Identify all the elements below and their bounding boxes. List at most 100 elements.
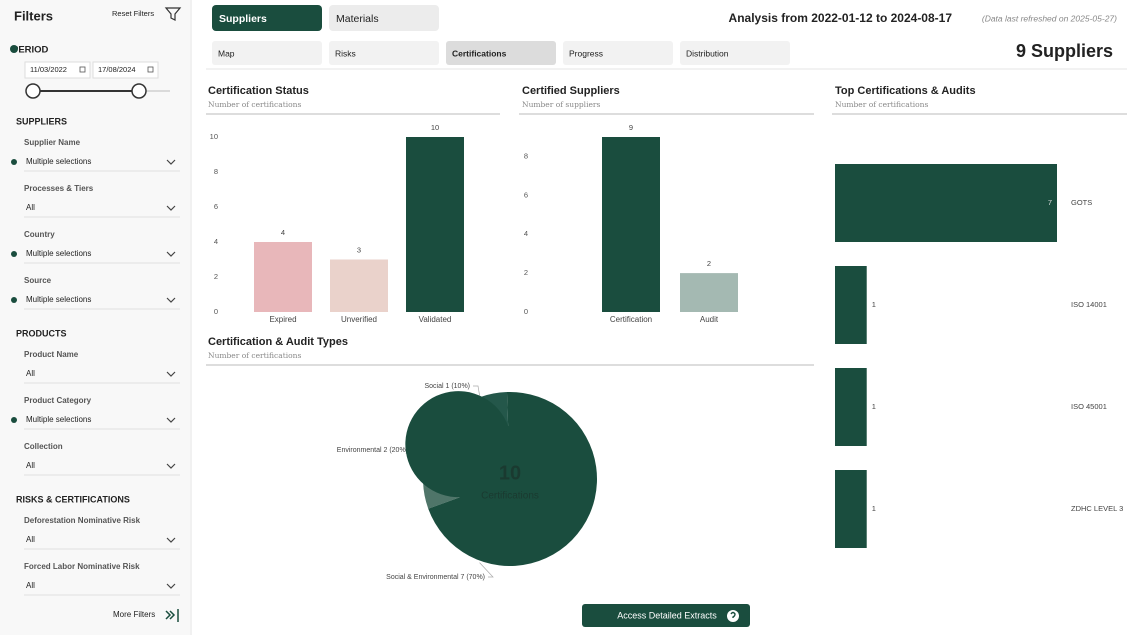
filter-value[interactable]: All (26, 203, 35, 212)
tab-label[interactable]: Suppliers (219, 13, 267, 25)
date-from-box[interactable] (24, 61, 91, 79)
y-tick-label: 2 (214, 272, 218, 281)
y-tick-label: 8 (524, 151, 528, 160)
value-label: 3 (357, 245, 361, 254)
chart-title: Certification Status (208, 85, 309, 97)
value-label: 1 (872, 504, 876, 513)
bar (330, 259, 388, 312)
tab-label[interactable]: Materials (336, 13, 379, 25)
leader-line (473, 385, 480, 396)
x-tick-label: Expired (269, 315, 296, 324)
filter-value[interactable]: Multiple selections (26, 157, 91, 166)
subtab[interactable] (446, 41, 556, 65)
bar (835, 266, 867, 344)
x-tick-label: Certification (610, 315, 652, 324)
bar (602, 137, 660, 312)
section-title: SUPPLIERS (16, 116, 67, 126)
dropdown-chevron[interactable] (166, 251, 176, 257)
slice-category: Social & Environmental (386, 574, 459, 581)
y-tick-label: ZDHC LEVEL 3 (1071, 504, 1123, 513)
slice-value: 1 (10%) (445, 383, 470, 390)
filter-label: Processes & Tiers (24, 184, 94, 193)
subtab[interactable] (329, 41, 439, 65)
filter-value[interactable]: All (26, 369, 35, 378)
filter-label: Supplier Name (24, 138, 81, 147)
y-tick-label: 4 (214, 237, 218, 246)
dropdown-chevron[interactable] (166, 537, 176, 543)
date-from[interactable]: 11/03/2022 (30, 65, 67, 74)
selection-dot (11, 159, 17, 165)
filter-value[interactable]: Multiple selections (26, 415, 91, 424)
slider-handle[interactable] (131, 83, 147, 99)
subtab[interactable] (680, 41, 790, 65)
filter-value[interactable]: Multiple selections (26, 295, 91, 304)
date-to[interactable]: 17/08/2024 (98, 65, 136, 74)
y-tick-label: GOTS (1071, 198, 1092, 207)
extract-button-label[interactable]: Access Detailed Extracts (617, 610, 717, 620)
more-filters[interactable]: More Filters (113, 610, 155, 619)
analysis-range: Analysis from 2022-01-12 to 2024-08-17 (729, 11, 953, 25)
subtab[interactable] (212, 41, 322, 65)
calendar-icon[interactable] (79, 66, 86, 73)
help-icon[interactable] (727, 610, 739, 622)
dropdown-chevron[interactable] (166, 205, 176, 211)
value-label: 9 (629, 123, 633, 132)
bar (680, 273, 738, 312)
bar (835, 470, 867, 548)
filter-value[interactable]: All (26, 461, 35, 470)
subtab-label[interactable]: Map (218, 48, 235, 58)
filter-label: Forced Labor Nominative Risk (24, 562, 140, 571)
slice-category: Social (424, 383, 444, 390)
chart-subtitle: Number of certifications (208, 100, 301, 109)
y-tick-label: 6 (524, 190, 528, 199)
value-label: 4 (281, 228, 285, 237)
chart-title: Top Certifications & Audits (835, 85, 976, 97)
slice-label: Environmental 2 (20%) (337, 447, 408, 454)
filters-title: Filters (14, 8, 53, 23)
help-icon-mark[interactable] (730, 611, 736, 619)
tab[interactable] (329, 5, 439, 31)
dropdown-chevron[interactable] (166, 583, 176, 589)
chart-title: Certification & Audit Types (208, 336, 348, 348)
filter-value[interactable]: Multiple selections (26, 249, 91, 258)
calendar-icon[interactable] (147, 66, 154, 73)
more-filters-icon[interactable] (165, 609, 179, 622)
dropdown-chevron[interactable] (166, 159, 176, 165)
chart-subtitle: Number of certifications (208, 351, 301, 360)
dropdown-chevron[interactable] (166, 297, 176, 303)
y-tick-label: 2 (524, 268, 528, 277)
selection-dot (11, 297, 17, 303)
y-tick-label: 8 (214, 167, 218, 176)
subtab-label[interactable]: Progress (569, 48, 603, 58)
y-tick-label: 4 (524, 229, 528, 238)
supplier-count: 9 Suppliers (1016, 41, 1113, 61)
leader-line (479, 562, 494, 578)
filter-value[interactable]: All (26, 535, 35, 544)
date-to-box[interactable] (92, 61, 159, 79)
filter-label: Product Category (24, 396, 92, 405)
y-tick-label: 6 (214, 202, 218, 211)
value-label: 2 (707, 259, 711, 268)
selection-dot (11, 417, 17, 423)
slice-label: Social 1 (10%) (424, 383, 470, 390)
subtab-label[interactable]: Distribution (686, 48, 729, 58)
slice-label: Social & Environmental 7 (70%) (386, 574, 485, 581)
reset-icon[interactable] (164, 7, 182, 21)
subtab[interactable] (563, 41, 673, 65)
slider-handle[interactable] (25, 83, 41, 99)
subtab-label[interactable]: Certifications (452, 48, 507, 58)
subtab-label[interactable]: Risks (335, 48, 356, 58)
period-title: PERIOD (12, 45, 49, 56)
y-tick-label: 10 (210, 132, 218, 141)
dropdown-chevron[interactable] (166, 463, 176, 469)
reset-filters[interactable]: Reset Filters (112, 9, 154, 18)
y-tick-label: 0 (214, 307, 218, 316)
dropdown-chevron[interactable] (166, 417, 176, 423)
filter-value[interactable]: All (26, 581, 35, 590)
dropdown-chevron[interactable] (166, 371, 176, 377)
extract-button[interactable] (582, 604, 750, 627)
slice-value: 2 (20%) (383, 447, 408, 454)
tab[interactable] (212, 5, 322, 31)
slice-category: Environmental (337, 447, 382, 454)
